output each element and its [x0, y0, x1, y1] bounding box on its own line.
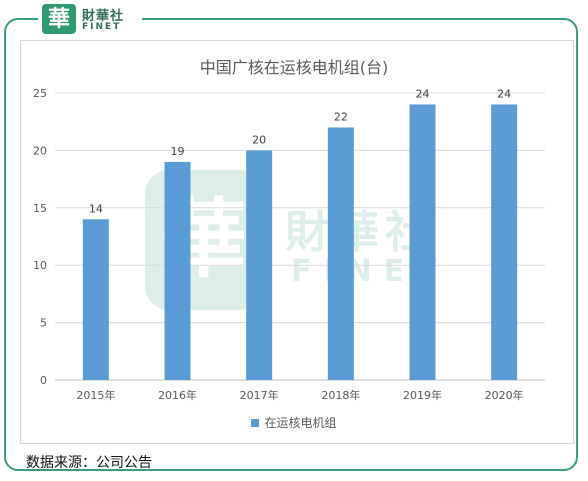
x-tick-label: 2020年	[485, 388, 524, 402]
bar	[327, 127, 354, 380]
y-tick-label: 10	[33, 259, 47, 272]
outer-frame	[4, 18, 578, 471]
y-tick-label: 5	[40, 317, 47, 330]
data-label: 22	[334, 110, 348, 123]
bar	[409, 104, 436, 380]
bar	[82, 219, 109, 380]
y-tick-label: 0	[40, 374, 47, 387]
chart-area	[20, 40, 574, 444]
legend-label: 在运核电机组	[264, 416, 337, 430]
data-label: 19	[171, 145, 185, 158]
y-tick-label: 15	[33, 202, 47, 215]
data-label: 24	[416, 87, 430, 100]
y-tick-label: 20	[33, 144, 47, 157]
x-tick-label: 2016年	[158, 388, 197, 402]
bar	[491, 104, 518, 380]
legend-swatch	[251, 418, 260, 427]
logo-name-en: FINET	[82, 22, 122, 32]
finet-logo: 華 財華社 FINET	[38, 2, 142, 38]
data-source-note: 数据来源：公司公告	[26, 455, 152, 471]
logo-name-cn: 財華社	[82, 9, 125, 24]
data-label: 20	[252, 133, 266, 146]
bar	[246, 150, 273, 380]
bar	[164, 161, 191, 380]
x-tick-label: 2017年	[240, 388, 279, 402]
x-tick-label: 2019年	[403, 388, 442, 402]
chart-title: 中国广核在运核电机组(台)	[199, 58, 389, 77]
logo-seal-icon: 華	[42, 4, 76, 34]
x-tick-label: 2018年	[321, 388, 360, 402]
legend: 在运核电机组	[0, 414, 588, 431]
data-label: 24	[497, 87, 511, 100]
x-tick-label: 2015年	[76, 388, 115, 402]
y-tick-label: 25	[33, 87, 47, 100]
data-label: 14	[89, 202, 103, 215]
